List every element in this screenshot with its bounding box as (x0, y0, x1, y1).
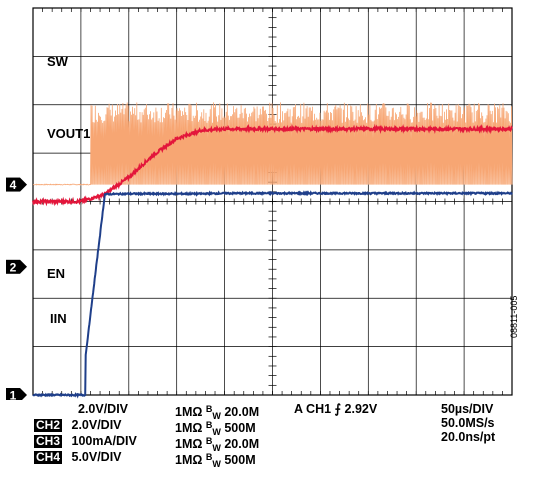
ch3-scale: 100mA/DIV (71, 434, 137, 448)
channel-marker-4: 4 (6, 177, 27, 192)
ch4-bw-prefix: B (205, 452, 213, 462)
ch2-bandwidth: 500M (224, 421, 256, 435)
ch2-impedance-readout: 1MΩ BW 500M (175, 418, 256, 439)
marker-box (6, 388, 20, 400)
ch1-scale: 2.0V/DIV (78, 402, 129, 416)
channel-marker-2: 2 (6, 259, 27, 274)
trace-label-vout1: VOUT1 (47, 126, 90, 141)
trigger-edge-icon: ⨍ (334, 402, 342, 416)
trace-label-iin: IIN (50, 311, 67, 326)
ch1-impedance: 1MΩ (175, 405, 203, 419)
ch2-impedance: 1MΩ (175, 421, 203, 435)
ch3-bw-prefix: B (205, 436, 213, 446)
time-resolution: 20.0ns/pt (441, 430, 496, 444)
ch1-bandwidth: 20.0M (224, 405, 260, 419)
marker-box (6, 259, 20, 274)
figure-id: 08811-005 (509, 295, 519, 338)
ch2-bw-prefix: B (205, 420, 213, 430)
ch3-bandwidth: 20.0M (224, 437, 260, 451)
ch1-readout: 2.0V/DIV (78, 402, 128, 416)
ch3-tag: CH3 (34, 434, 63, 448)
ch3-readout: CH3 100mA/DIV (34, 434, 137, 448)
trace-ch1 (32, 190, 513, 399)
ch4-impedance-readout: 1MΩ BW 500M (175, 450, 256, 471)
channel-marker-1: 1 (6, 388, 27, 400)
ch4-bandwidth: 500M (224, 453, 256, 467)
ch4-readout: CH4 5.0V/DIV (34, 450, 122, 464)
marker-label: 2 (10, 260, 17, 274)
marker-label: 4 (10, 178, 17, 192)
sample-rate: 50.0MS/s (441, 416, 495, 430)
ch4-tag: CH4 (34, 450, 63, 464)
ch4-bw-sub: W (212, 459, 221, 469)
trigger-readout: A CH1 ⨍ 2.92V (294, 402, 377, 416)
marker-label: 1 (10, 389, 17, 401)
trace-labels: SW VOUT1 EN IIN (47, 54, 90, 326)
ch4-scale: 5.0V/DIV (71, 450, 122, 464)
trigger-source: A CH1 (294, 402, 332, 416)
trace-label-sw: SW (47, 54, 69, 69)
timebase-readout: 50µs/DIV 50.0MS/s 20.0ns/pt (441, 402, 495, 444)
trace-vout1 (32, 123, 513, 207)
ch2-tag: CH2 (34, 418, 63, 432)
trace-sw (32, 102, 513, 186)
trigger-level: 2.92V (344, 402, 378, 416)
channel-markers: 4213 (6, 177, 27, 400)
ch3-impedance-readout: 1MΩ BW 20.0M (175, 434, 259, 455)
ch2-readout: CH2 2.0V/DIV (34, 418, 122, 432)
ch3-impedance: 1MΩ (175, 437, 203, 451)
trace-layer (32, 102, 513, 399)
ch2-scale: 2.0V/DIV (71, 418, 122, 432)
trace-label-en: EN (47, 266, 65, 281)
ch2-bw-sub: W (212, 427, 221, 437)
marker-arrow (20, 259, 27, 274)
ch4-impedance: 1MΩ (175, 453, 203, 467)
ch1-bw-sub: W (212, 411, 221, 421)
time-per-div: 50µs/DIV (441, 402, 494, 416)
marker-arrow (20, 388, 27, 400)
marker-arrow (20, 177, 27, 192)
marker-box (6, 177, 20, 192)
ch1-impedance-readout: 1MΩ BW 20.0M (175, 402, 259, 423)
ch1-bw-prefix: B (205, 404, 213, 414)
ch3-bw-sub: W (212, 443, 221, 453)
